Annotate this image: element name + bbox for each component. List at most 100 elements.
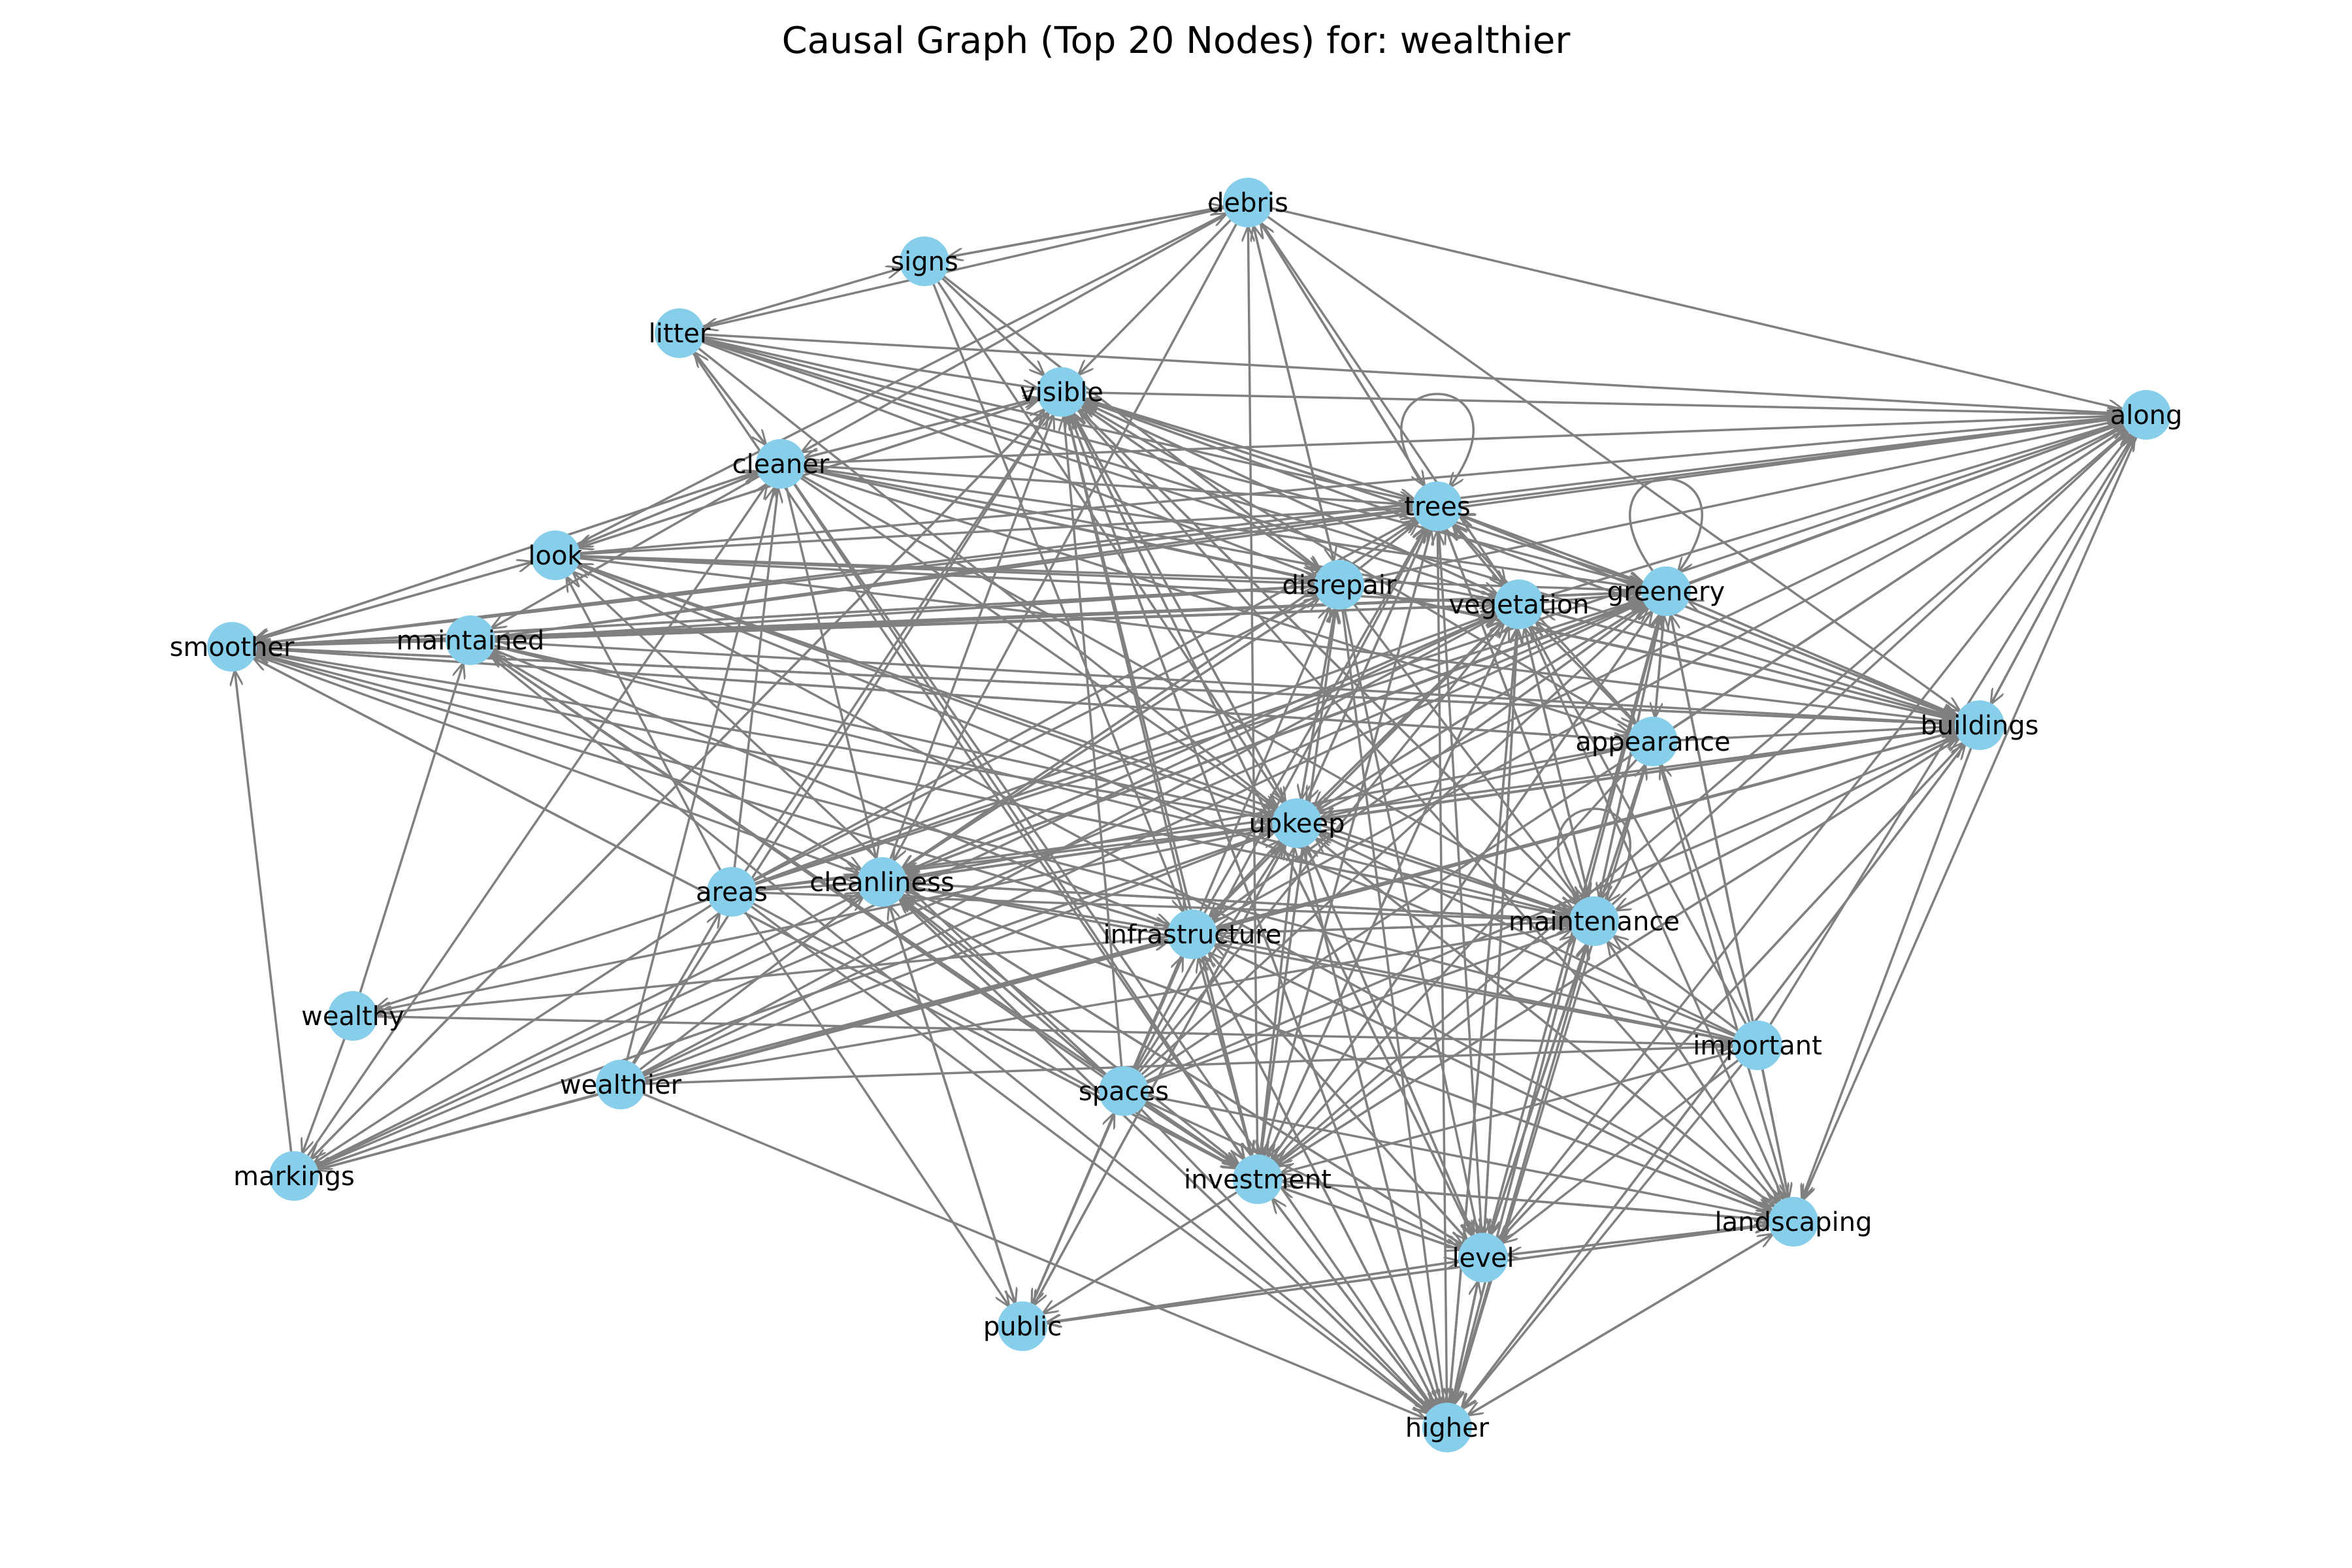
node-investment[interactable]: investment bbox=[1184, 1154, 1331, 1204]
node-maintenance[interactable]: maintenance bbox=[1509, 896, 1680, 946]
node-buildings[interactable]: buildings bbox=[1920, 700, 2039, 750]
node-label-cleanliness: cleanliness bbox=[809, 868, 954, 898]
edge-level-to-upkeep bbox=[1305, 845, 1476, 1238]
node-circle-upkeep[interactable] bbox=[1272, 798, 1322, 848]
node-cleaner[interactable]: cleaner bbox=[732, 439, 830, 489]
node-circle-smoother[interactable] bbox=[207, 622, 257, 672]
node-circle-investment[interactable] bbox=[1233, 1154, 1282, 1204]
node-visible[interactable]: visible bbox=[1020, 367, 1103, 417]
node-circle-markings[interactable] bbox=[269, 1151, 319, 1201]
edge-important-to-landscaping bbox=[1761, 1066, 1789, 1198]
edge-litter-to-signs bbox=[700, 268, 902, 329]
node-trees[interactable]: trees bbox=[1404, 482, 1471, 531]
edge-higher-to-visible bbox=[1070, 414, 1441, 1407]
node-label-important: important bbox=[1693, 1031, 1822, 1061]
node-along[interactable]: along bbox=[2110, 390, 2183, 440]
node-level[interactable]: level bbox=[1452, 1233, 1514, 1282]
edge-buildings-to-visible bbox=[1084, 400, 1959, 719]
node-signs[interactable]: signs bbox=[890, 237, 958, 286]
node-upkeep[interactable]: upkeep bbox=[1249, 798, 1345, 848]
node-look[interactable]: look bbox=[528, 531, 583, 580]
node-markings[interactable]: markings bbox=[233, 1151, 355, 1201]
edge-maintenance-to-buildings bbox=[1613, 736, 1959, 913]
node-litter[interactable]: litter bbox=[649, 308, 711, 358]
node-circle-maintenance[interactable] bbox=[1569, 896, 1619, 946]
edge-spaces-to-maintained bbox=[490, 653, 1107, 1080]
node-circle-landscaping[interactable] bbox=[1769, 1197, 1818, 1247]
edge-infrastructure-to-smoother bbox=[254, 653, 1171, 929]
node-circle-wealthy[interactable] bbox=[328, 991, 378, 1041]
node-areas[interactable]: areas bbox=[696, 867, 768, 917]
node-circle-disrepair[interactable] bbox=[1315, 560, 1364, 610]
node-cleanliness[interactable]: cleanliness bbox=[809, 857, 955, 907]
node-landscaping[interactable]: landscaping bbox=[1715, 1197, 1872, 1247]
node-public[interactable]: public bbox=[983, 1301, 1062, 1351]
edge-investment-to-smoother bbox=[253, 658, 1239, 1170]
edge-buildings-to-vegetation bbox=[1542, 610, 1959, 721]
node-circle-litter[interactable] bbox=[655, 308, 704, 358]
edge-look-to-trees bbox=[577, 508, 1414, 555]
edge-trees-to-along bbox=[1459, 418, 2123, 505]
node-circle-look[interactable] bbox=[531, 531, 580, 580]
edge-areas-to-greenery bbox=[752, 598, 1643, 887]
node-wealthier[interactable]: wealthier bbox=[560, 1060, 682, 1109]
node-circle-higher[interactable] bbox=[1422, 1403, 1472, 1452]
node-appearance[interactable]: appearance bbox=[1575, 717, 1731, 766]
edge-areas-to-cleanliness bbox=[753, 883, 858, 892]
edge-cleanliness-to-maintained bbox=[491, 652, 864, 872]
node-label-upkeep: upkeep bbox=[1249, 809, 1345, 839]
node-debris[interactable]: debris bbox=[1207, 178, 1288, 227]
node-circle-greenery[interactable] bbox=[1641, 566, 1691, 616]
node-spaces[interactable]: spaces bbox=[1079, 1066, 1169, 1116]
node-wealthy[interactable]: wealthy bbox=[301, 991, 404, 1041]
edge-public-to-cleanliness bbox=[889, 904, 1017, 1306]
node-label-spaces: spaces bbox=[1079, 1077, 1169, 1107]
node-infrastructure[interactable]: infrastructure bbox=[1103, 909, 1282, 959]
node-circle-public[interactable] bbox=[998, 1301, 1047, 1351]
edge-appearance-to-trees bbox=[1453, 524, 1639, 727]
node-important[interactable]: important bbox=[1693, 1021, 1822, 1070]
edge-upkeep-to-along bbox=[1316, 425, 2125, 815]
edge-areas-to-markings bbox=[314, 903, 714, 1164]
edge-buildings-to-landscaping bbox=[1802, 745, 1973, 1200]
node-label-litter: litter bbox=[649, 319, 711, 349]
node-circle-appearance[interactable] bbox=[1628, 717, 1678, 766]
node-circle-buildings[interactable] bbox=[1955, 700, 2004, 750]
edge-infrastructure-to-maintained bbox=[492, 649, 1173, 927]
node-circle-spaces[interactable] bbox=[1099, 1066, 1149, 1116]
node-circle-areas[interactable] bbox=[707, 867, 757, 917]
edge-investment-to-public bbox=[1043, 1190, 1240, 1314]
edge-public-to-level bbox=[1044, 1261, 1460, 1324]
node-circle-cleaner[interactable] bbox=[756, 439, 806, 489]
node-circle-level[interactable] bbox=[1458, 1233, 1508, 1282]
edge-important-to-investment bbox=[1281, 1050, 1737, 1173]
node-circle-visible[interactable] bbox=[1037, 367, 1086, 417]
node-vegetation[interactable]: vegetation bbox=[1448, 580, 1590, 629]
node-circle-along[interactable] bbox=[2121, 390, 2171, 440]
node-circle-cleanliness[interactable] bbox=[857, 857, 907, 907]
node-label-visible: visible bbox=[1020, 378, 1103, 408]
edge-appearance-to-smoother bbox=[255, 648, 1631, 742]
edge-landscaping-to-investment bbox=[1281, 1181, 1772, 1222]
node-maintained[interactable]: maintained bbox=[397, 615, 545, 665]
edge-spaces-to-look bbox=[572, 572, 1109, 1077]
node-circle-maintained[interactable] bbox=[446, 615, 495, 665]
node-higher[interactable]: higher bbox=[1405, 1403, 1490, 1452]
node-greenery[interactable]: greenery bbox=[1607, 566, 1725, 616]
edge-spaces-to-landscaping bbox=[1145, 1094, 1770, 1218]
node-circle-vegetation[interactable] bbox=[1494, 580, 1544, 629]
edge-spaces-to-trees bbox=[1133, 527, 1426, 1072]
edge-disrepair-to-visible bbox=[1081, 406, 1322, 574]
node-circle-important[interactable] bbox=[1733, 1021, 1782, 1070]
node-label-along: along bbox=[2110, 400, 2183, 431]
edge-cleaner-to-appearance bbox=[801, 469, 1630, 734]
node-circle-debris[interactable] bbox=[1223, 178, 1273, 227]
node-disrepair[interactable]: disrepair bbox=[1282, 560, 1397, 610]
edge-buildings-to-greenery bbox=[1688, 599, 1960, 718]
node-circle-wealthier[interactable] bbox=[596, 1060, 645, 1109]
edge-areas-to-look bbox=[566, 576, 723, 873]
node-smoother[interactable]: smoother bbox=[170, 622, 295, 672]
node-circle-trees[interactable] bbox=[1413, 482, 1462, 531]
node-circle-signs[interactable] bbox=[900, 237, 949, 286]
node-circle-infrastructure[interactable] bbox=[1168, 909, 1217, 959]
